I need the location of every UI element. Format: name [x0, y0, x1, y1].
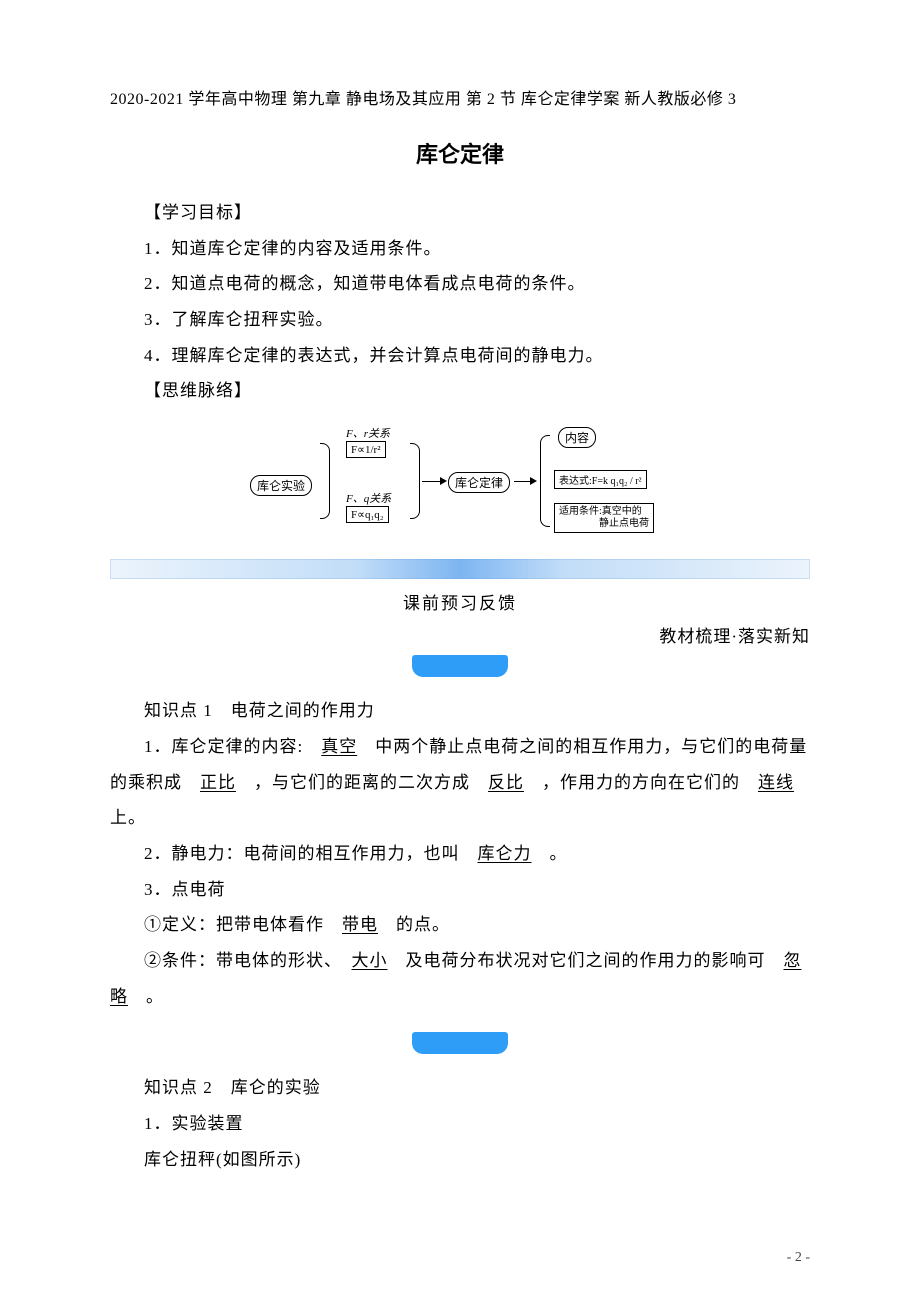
arrow-2-head [530, 477, 537, 485]
kp1-p4-a: ①定义：把带电体看作 [144, 915, 342, 934]
label-fr: F、r关系 [346, 425, 390, 441]
preclass-heading: 课前预习反馈 [110, 589, 810, 614]
box-scope: 适用条件:真空中的 静止点电荷 [554, 503, 654, 533]
arrow-1-line [422, 481, 442, 482]
preclass-subheading: 教材梳理·落实新知 [110, 622, 810, 647]
label-fq: F、q关系 [346, 490, 391, 506]
kp1-p1-u3: 反比 [488, 773, 524, 792]
kp1-p1-u1: 真空 [321, 737, 357, 756]
node-coulomb-experiment: 库仑实验 [250, 475, 312, 496]
kp2-p2: 库仑扭秤(如图所示) [110, 1142, 810, 1178]
flowchart: 库仑实验 F、r关系 F∝1/r² F、q关系 F∝q₁q₂ 库仑定律 内容 表… [250, 415, 670, 555]
brace-right-of-relations [410, 443, 420, 519]
blue-pill-2 [412, 1032, 508, 1054]
kp1-p4-b: 的点。 [378, 915, 450, 934]
kp1-p1: 1．库仑定律的内容: 真空 中两个静止点电荷之间的相互作用力，与它们的电荷量的乘… [110, 729, 810, 836]
node-coulomb-law: 库仑定律 [448, 472, 510, 493]
arrow-1-head [440, 477, 447, 485]
kp1-p1-c: ，与它们的距离的二次方成 [236, 773, 488, 792]
box-fq: F∝q₁q₂ [346, 506, 389, 523]
blue-pill-1 [412, 655, 508, 677]
kp1-p5-u1: 大小 [352, 951, 388, 970]
kp2-title-a: 知识点 2 [144, 1078, 213, 1097]
box-expression: 表达式:F=k q₁q₂ / r² [554, 470, 647, 489]
kp1-title-b: 电荷之间的作用力 [231, 701, 375, 720]
kp1-p2-a: 2．静电力：电荷间的相互作用力，也叫 [144, 844, 478, 863]
gradient-divider-1 [110, 559, 810, 579]
scope-line1: 适用条件:真空中的 [559, 506, 642, 517]
kp1-p4: ①定义：把带电体看作 带电 的点。 [110, 907, 810, 943]
page-title: 库仑定律 [110, 137, 810, 169]
kp2-p1: 1．实验装置 [110, 1106, 810, 1142]
flowchart-container: 库仑实验 F、r关系 F∝1/r² F、q关系 F∝q₁q₂ 库仑定律 内容 表… [110, 415, 810, 555]
kp1-p5-a: ②条件：带电体的形状、 [144, 951, 352, 970]
goal-1: 1．知道库仑定律的内容及适用条件。 [110, 231, 810, 267]
kp1-p5-c: 。 [128, 987, 164, 1006]
goal-4: 4．理解库仑定律的表达式，并会计算点电荷间的静电力。 [110, 338, 810, 374]
goal-2: 2．知道点电荷的概念，知道带电体看成点电荷的条件。 [110, 266, 810, 302]
brace-left [320, 443, 330, 519]
kp1-title-a: 知识点 1 [144, 701, 213, 720]
kp1-p5-b: 及电荷分布状况对它们之间的作用力的影响可 [388, 951, 784, 970]
kp1-p1-d: ，作用力的方向在它们的 [524, 773, 758, 792]
kp1-p1-a: 1．库仑定律的内容: [144, 737, 321, 756]
scope-line2: 静止点电荷 [559, 518, 649, 529]
kp1-p4-u1: 带电 [342, 915, 378, 934]
kp1-p2: 2．静电力：电荷间的相互作用力，也叫 库仑力 。 [110, 836, 810, 872]
kp2-title-b: 库仑的实验 [231, 1078, 321, 1097]
box-fr: F∝1/r² [346, 441, 386, 458]
kp1-p1-u4: 连线 [758, 773, 794, 792]
kp1-p5: ②条件：带电体的形状、 大小 及电荷分布状况对它们之间的作用力的影响可 忽略 。 [110, 943, 810, 1014]
kp1-p1-u2: 正比 [200, 773, 236, 792]
page-number: - 2 - [787, 1250, 810, 1266]
mindmap-label: 【思维脉络】 [110, 373, 810, 409]
node-content: 内容 [558, 427, 596, 448]
kp1-p2-u1: 库仑力 [478, 844, 532, 863]
kp2-title: 知识点 2 库仑的实验 [110, 1070, 810, 1106]
kp1-title: 知识点 1 电荷之间的作用力 [110, 693, 810, 729]
kp1-p2-b: 。 [532, 844, 568, 863]
running-header: 2020-2021 学年高中物理 第九章 静电场及其应用 第 2 节 库仑定律学… [110, 85, 810, 109]
kp1-p3: 3．点电荷 [110, 872, 810, 908]
goal-3: 3．了解库仑扭秤实验。 [110, 302, 810, 338]
brace-outputs [540, 435, 550, 527]
goals-label: 【学习目标】 [110, 195, 810, 231]
